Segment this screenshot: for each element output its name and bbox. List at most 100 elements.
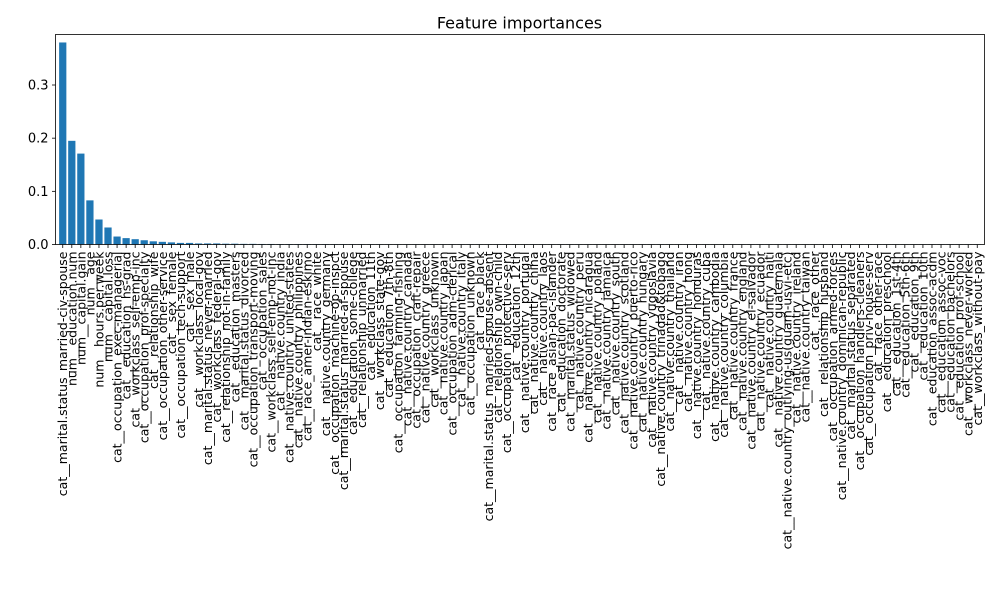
x-tick-label: cat__education_5th-6th xyxy=(897,252,912,398)
x-tick-label: cat__native.country_guatemala xyxy=(771,252,786,448)
x-tick-label: cat__native.country_taiwan xyxy=(798,252,813,423)
x-tick-label: cat__native.country_laos xyxy=(535,252,550,406)
bar xyxy=(167,242,176,245)
x-tick-label: cat__native.country_india xyxy=(273,252,288,411)
x-tick-label: cat__native.country_el-salvador xyxy=(743,251,758,450)
x-tick-label: cat__occupation_transport-moving xyxy=(245,252,260,468)
x-tick-label: cat__native.country_england xyxy=(734,252,749,432)
x-tick-label: cat__native.country_china xyxy=(526,252,541,415)
x-tick-label: cat__relationship_unmarried xyxy=(354,252,369,429)
x-tick-label: cat__occupation_armed-forces xyxy=(825,252,840,442)
x-tick-label: cat__native.country_yugoslavia xyxy=(644,252,659,448)
x-tick-label: cat__workclass_local-gov xyxy=(191,251,206,408)
x-tick-label: cat__marital.status_married-civ-spouse xyxy=(55,251,70,496)
y-tick-label: 0.0 xyxy=(28,238,49,253)
x-tick-label: cat__education_1st-4th xyxy=(888,252,903,397)
x-tick-label: cat__occupation_priv-house-serv xyxy=(861,251,876,456)
bar xyxy=(213,243,221,245)
bar xyxy=(149,241,157,245)
x-tick-label: cat__native.country_philippines xyxy=(291,252,306,449)
x-tick-label: cat__sex_male xyxy=(182,251,197,342)
x-tick-label: cat__native.country_thailand xyxy=(662,252,677,432)
y-tick-label: 0.1 xyxy=(28,185,49,200)
x-tick-label: num__education.num xyxy=(64,252,79,387)
x-tick-label: cat__native.country_japan xyxy=(436,252,451,416)
x-tick-label: cat__relationship_wife xyxy=(146,251,161,389)
x-tick-label: cat__native.country_iran xyxy=(671,252,686,405)
x-tick-label: cat__workclass_federal-gov xyxy=(209,251,224,423)
bar xyxy=(185,242,194,245)
x-tick-label: num__age xyxy=(82,251,97,315)
x-tick-label: cat__native.country_germany xyxy=(318,251,333,436)
x-tick-label: cat__education_12th xyxy=(508,252,523,381)
y-axis: 0.0 0.1 0.2 0.3 xyxy=(28,79,56,253)
x-tick-label: cat__occupation_craft-repair xyxy=(408,251,423,429)
x-tick-label: cat__education_masters xyxy=(227,252,242,403)
x-tick-label: cat__education_bachelors xyxy=(943,252,958,413)
x-tick-label: cat__native.country_united-states xyxy=(282,252,297,464)
x-tick-label: cat__education_preschool xyxy=(879,252,894,413)
bar xyxy=(140,240,148,245)
x-tick-label: cat__native.country_portugal xyxy=(517,252,532,434)
x-tick-label: cat__native.country_peru xyxy=(571,252,586,410)
bar xyxy=(59,42,67,245)
x-tick-label: cat__native.country_jamaica xyxy=(599,252,614,430)
x-tick-label: cat__race_white xyxy=(309,251,324,351)
x-tick-label: cat__education_doctorate xyxy=(553,251,568,412)
x-tick-label: cat__occupation_machine-op-inspct xyxy=(327,251,342,474)
x-tick-label: cat__workclass_unknown xyxy=(426,252,441,408)
x-tick-label: cat__education_7th-8th xyxy=(381,252,396,398)
x-tick-label: cat__native.country_trinadad&tobago xyxy=(653,252,668,487)
x-tick-label: cat__occupation_protective-serv xyxy=(499,251,514,453)
bar xyxy=(194,243,203,245)
x-tick-label: cat__education_hs-grad xyxy=(119,252,134,400)
x-tick-label: cat__occupation_other-service xyxy=(155,251,170,440)
x-tick-label: cat__occupation_handlers-cleaners xyxy=(852,252,867,471)
x-tick-label: cat__native.country_hong xyxy=(680,252,695,412)
x-tick-label: cat__occupation_adm-clerical xyxy=(445,252,460,436)
x-tick-label: cat__race_black xyxy=(472,251,487,350)
x-tick-label: cat__workclass_never-worked xyxy=(961,252,976,436)
x-tick-label: cat__workclass_self-emp-not-inc xyxy=(264,251,279,452)
bar xyxy=(204,243,212,245)
x-tick-label: cat__native.country_cuba xyxy=(698,252,713,411)
x-tick-label: cat__native.country_italy xyxy=(454,251,469,408)
bar xyxy=(122,238,130,245)
x-tick-label: cat__education_assoc-voc xyxy=(934,251,949,413)
x-tick-label: cat__native.country_haiti xyxy=(762,252,777,408)
x-tick-label: cat__native.country_ecuador xyxy=(752,251,767,432)
bar xyxy=(86,200,94,245)
x-tick-label: cat__native.country_honduras xyxy=(689,252,704,440)
x-tick-label: cat__occupation_farming-fishing xyxy=(390,252,405,454)
x-tick-label: cat__native.country_cambodia xyxy=(707,252,722,442)
x-tick-label: cat__native.country_greece xyxy=(417,251,432,423)
x-tick-label: num__capital.loss xyxy=(101,252,116,363)
x-tick-label: cat__native.country_canada xyxy=(399,252,414,427)
x-tick-label: cat__education_9th xyxy=(906,252,921,373)
x-tick-label: cat__race_amer-indian-eskimo xyxy=(300,252,315,442)
y-tick-label: 0.3 xyxy=(28,79,49,94)
x-tick-label: cat__occupation_exec-managerial xyxy=(110,252,125,463)
x-tick-label: cat__relationship_not-in-family xyxy=(218,251,233,443)
x-tick-label: cat__education_assoc-acdm xyxy=(924,252,939,427)
x-tick-label: num__capital.gain xyxy=(73,252,88,365)
bar xyxy=(68,140,76,245)
x-tick-label: cat__race_other xyxy=(807,251,822,351)
x-tick-label: cat__education_prof-school xyxy=(952,252,967,421)
bar xyxy=(113,236,121,245)
bar xyxy=(158,241,166,245)
x-tick-label: cat__native.country_ireland xyxy=(789,252,804,424)
x-tick-label: cat__sex_female xyxy=(164,251,179,354)
x-tick-label: num__hours.per.week xyxy=(91,251,106,388)
x-tick-label: cat__occupation_prof-specialty xyxy=(137,251,152,443)
x-tick-label: cat__native.country_columbia xyxy=(716,252,731,438)
x-tick-label: cat__native.country_poland xyxy=(589,252,604,424)
x-tick-label: cat__workclass_self-emp-inc xyxy=(128,251,143,427)
x-tick-label: cat__native.country_scotland xyxy=(617,252,632,434)
x-axis: cat__marital.status_married-civ-spousenu… xyxy=(55,244,985,549)
x-tick-label: cat__education_11th xyxy=(363,252,378,381)
chart-title: Feature importances xyxy=(437,14,602,33)
x-tick-label: cat__native.country_dominican-republic xyxy=(834,251,849,500)
